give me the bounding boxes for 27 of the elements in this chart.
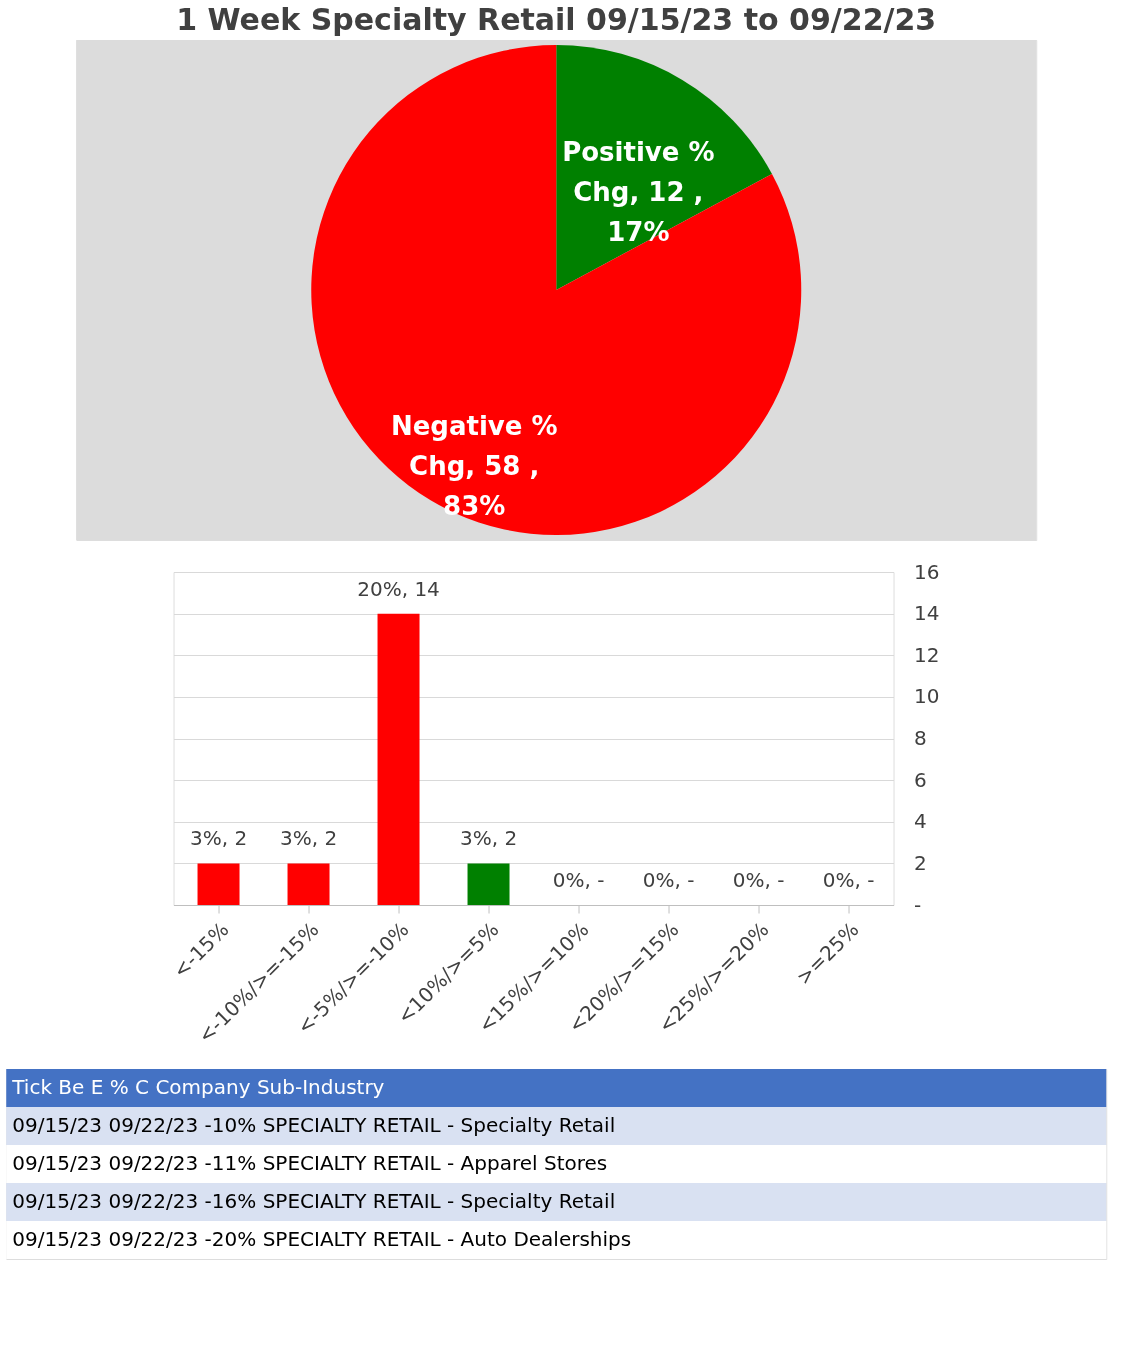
- text: 09/15/23 09/22/23 -10% SPECIALTY RETAIL - Specialty Retail: [12, 1113, 616, 1137]
- text: 09/15/23 09/22/23 -11% SPECIALTY RETAIL - Apparel Stores: [12, 1151, 608, 1175]
- data-label: 3%, 2: [279, 826, 338, 851]
- y-tick-label: 4: [914, 809, 927, 834]
- y-tick-label: 14: [914, 601, 940, 626]
- data-label: 0%, -: [552, 868, 605, 892]
- data-label: 3%, 2: [189, 826, 248, 851]
- data-label: 0%, -: [732, 868, 785, 892]
- data-label: 20%, 14: [357, 576, 440, 601]
- chart-title: 1 Week Specialty Retail 09/15/23 to 09/22/23: [176, 2, 937, 37]
- text: Tick Be E % C Company Sub-Industry: [11, 1075, 385, 1099]
- y-tick-label: 2: [914, 850, 927, 875]
- y-tick-label: 12: [914, 642, 940, 667]
- y-tick-label: 8: [914, 726, 927, 750]
- y-tick-label: -: [914, 892, 922, 917]
- slice-label: Positive % Chg, 12 , 17%: [562, 136, 715, 247]
- data-label: 0%, -: [822, 868, 875, 892]
- text: 09/15/23 09/22/23 -16% SPECIALTY RETAIL - Specialty Retail: [12, 1189, 616, 1213]
- y-tick-label: 6: [914, 767, 927, 792]
- slice-label: Negative % Chg, 58 , 83%: [390, 411, 558, 522]
- y-tick-label: 10: [914, 684, 940, 709]
- data-label: 3%, 2: [459, 826, 518, 851]
- data-label: 0%, -: [642, 868, 695, 892]
- text: 09/15/23 09/22/23 -20% SPECIALTY RETAIL - Auto Dealerships: [12, 1227, 632, 1251]
- pie-slice: [311, 45, 802, 535]
- y-tick-label: 16: [914, 559, 940, 584]
- pie-slice: [556, 45, 772, 290]
